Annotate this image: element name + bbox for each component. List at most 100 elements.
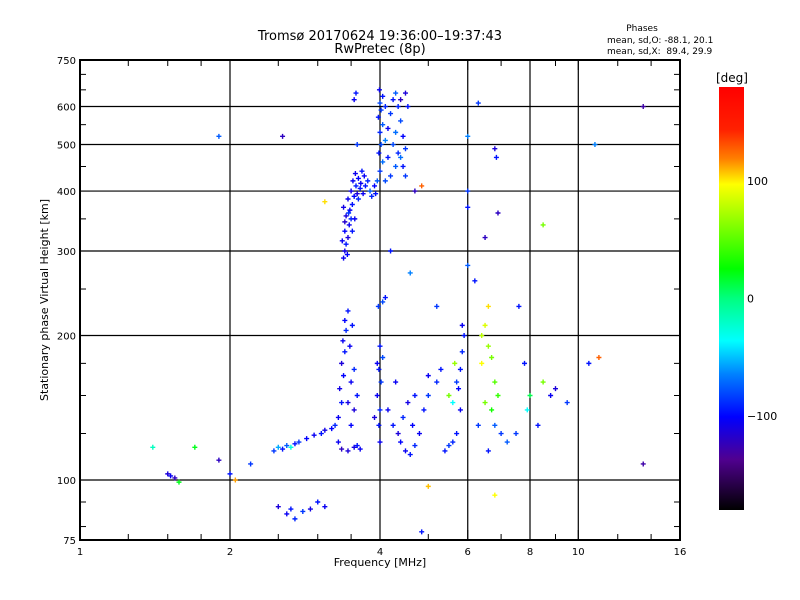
data-point xyxy=(351,444,357,450)
data-point xyxy=(343,213,349,219)
data-point xyxy=(345,196,351,202)
data-point xyxy=(216,133,222,139)
data-point xyxy=(504,439,510,445)
data-point xyxy=(402,90,408,96)
data-point xyxy=(342,317,348,323)
data-point xyxy=(339,446,345,452)
data-point xyxy=(348,379,354,385)
data-point xyxy=(349,322,355,328)
data-point xyxy=(395,431,401,437)
data-point xyxy=(300,508,306,514)
data-point xyxy=(535,422,541,428)
y-tick-label: 200 xyxy=(57,332,76,343)
data-point xyxy=(498,431,504,437)
data-point xyxy=(275,504,281,510)
data-point xyxy=(362,183,368,189)
data-point xyxy=(425,483,431,489)
y-tick-labels: 75 100 200 300 400 500 600 750 xyxy=(57,56,76,547)
data-point xyxy=(352,216,358,222)
data-point xyxy=(346,222,352,228)
data-point xyxy=(377,100,383,106)
data-point xyxy=(524,407,530,413)
x-tick-label: 4 xyxy=(377,547,383,558)
data-point xyxy=(446,393,452,399)
data-point xyxy=(341,373,347,379)
data-point xyxy=(402,146,408,152)
data-point xyxy=(388,173,394,179)
data-point xyxy=(292,516,298,522)
data-point xyxy=(482,322,488,328)
data-point xyxy=(337,386,343,392)
data-point xyxy=(315,499,321,505)
data-point xyxy=(492,379,498,385)
data-point xyxy=(485,448,491,454)
data-point xyxy=(271,448,277,454)
data-point xyxy=(402,448,408,454)
data-point xyxy=(372,183,378,189)
data-point xyxy=(452,360,458,366)
data-point xyxy=(359,168,365,174)
data-point xyxy=(527,393,533,399)
data-point xyxy=(475,100,481,106)
data-point xyxy=(318,431,324,437)
data-point xyxy=(376,87,382,93)
data-point xyxy=(376,422,382,428)
data-point xyxy=(377,439,383,445)
data-point xyxy=(365,178,371,184)
data-point xyxy=(380,299,386,305)
data-point xyxy=(348,188,354,194)
data-point xyxy=(479,333,485,339)
data-point xyxy=(540,222,546,228)
data-point xyxy=(382,104,388,110)
data-point xyxy=(393,163,399,169)
data-point xyxy=(352,171,358,177)
axis-ticks xyxy=(79,59,681,541)
data-point xyxy=(275,444,281,450)
data-point xyxy=(343,327,349,333)
data-point xyxy=(376,150,382,156)
data-point xyxy=(450,439,456,445)
data-point xyxy=(390,142,396,148)
data-point xyxy=(354,191,360,197)
y-tick-label: 75 xyxy=(63,536,76,547)
data-point xyxy=(292,441,298,447)
data-points xyxy=(150,87,646,535)
data-point xyxy=(307,506,313,512)
data-point xyxy=(456,386,462,392)
data-point xyxy=(513,431,519,437)
data-point xyxy=(348,422,354,428)
data-point xyxy=(329,426,335,432)
colorbar-tick-label: 0 xyxy=(747,293,754,306)
data-point xyxy=(340,338,346,344)
data-point xyxy=(465,188,471,194)
y-tick-label: 300 xyxy=(57,247,76,258)
data-point xyxy=(351,407,357,413)
data-point xyxy=(398,118,404,124)
data-point xyxy=(489,354,495,360)
data-point xyxy=(398,439,404,445)
y-tick-label: 400 xyxy=(57,187,76,198)
data-point xyxy=(354,142,360,148)
data-point xyxy=(407,270,413,276)
x-tick-label: 16 xyxy=(674,547,687,558)
data-point xyxy=(492,422,498,428)
x-tick-label: 1 xyxy=(77,547,83,558)
x-tick-label: 2 xyxy=(227,547,233,558)
data-point xyxy=(280,133,286,139)
data-point xyxy=(454,379,460,385)
data-point xyxy=(227,471,233,477)
data-point xyxy=(165,471,171,477)
data-point xyxy=(357,446,363,452)
data-point xyxy=(342,349,348,355)
data-point xyxy=(378,379,384,385)
data-point xyxy=(347,343,353,349)
data-point xyxy=(586,360,592,366)
data-point xyxy=(382,295,388,301)
data-point xyxy=(369,193,375,199)
data-point xyxy=(355,175,361,181)
data-point xyxy=(345,235,351,241)
data-point xyxy=(402,173,408,179)
data-point xyxy=(398,154,404,160)
stats-header: Phases xyxy=(626,24,658,34)
data-point xyxy=(288,444,294,450)
